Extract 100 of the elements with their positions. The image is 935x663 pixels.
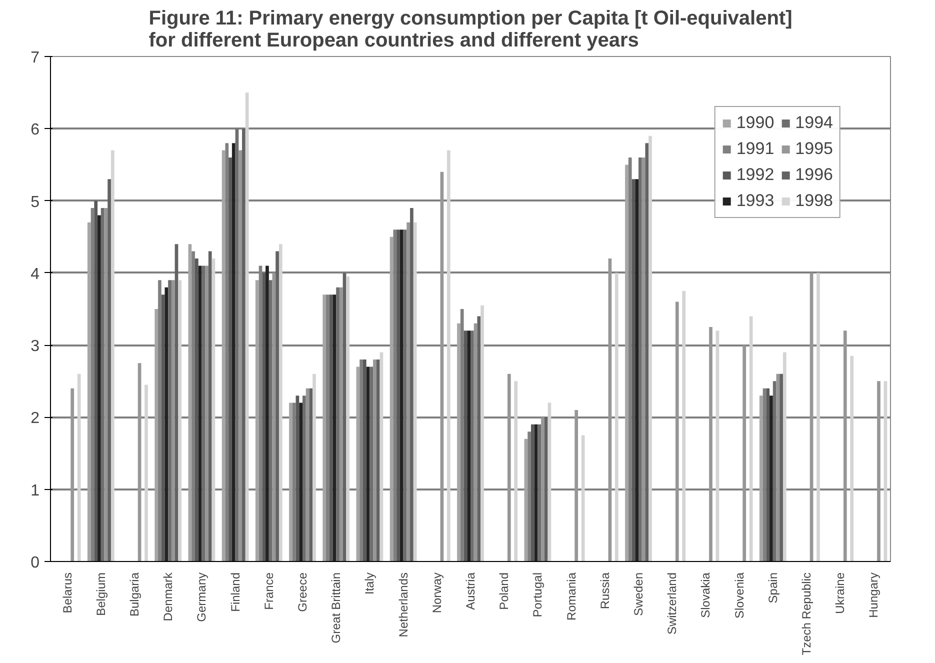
chart-title: Figure 11: Primary energy consumption per Capita [t Oil-equivalent] for different European countries and different years (148, 8, 792, 52)
bar (772, 381, 776, 562)
bar (850, 356, 854, 562)
bar (514, 381, 518, 562)
bar (467, 330, 470, 562)
bar (614, 272, 618, 562)
bar (205, 266, 208, 562)
bar (276, 251, 279, 562)
x-tick-label: Greece (296, 572, 310, 612)
bar (410, 208, 414, 562)
bar (110, 150, 114, 562)
x-tick-label: Belarus (60, 572, 74, 614)
bar (154, 309, 158, 562)
bar (309, 388, 313, 562)
bar (470, 330, 474, 562)
bar (232, 143, 236, 562)
bar (346, 276, 350, 562)
x-tick-label: Finland (228, 572, 242, 612)
legend-label: 1996 (795, 165, 833, 185)
bar (278, 244, 282, 562)
x-tick-label: Poland (497, 572, 512, 610)
bar (766, 388, 770, 562)
bar (108, 179, 111, 562)
bar (336, 287, 340, 562)
bar (780, 374, 783, 562)
bar (332, 294, 336, 562)
bar (373, 360, 376, 562)
y-tick-label: 2 (30, 410, 40, 428)
bar (339, 287, 343, 562)
bar (322, 294, 326, 562)
x-tick-label: Romania (564, 572, 578, 621)
bar (178, 280, 182, 562)
bar (292, 402, 296, 562)
bar (574, 410, 578, 562)
bar (242, 128, 246, 562)
bar (877, 381, 880, 562)
x-tick-label: Netherlands (396, 572, 410, 638)
bar (457, 323, 460, 562)
bar (302, 396, 306, 562)
bar (446, 150, 450, 562)
x-tick-label: Spain (766, 572, 780, 604)
bar (675, 302, 679, 562)
bar (816, 272, 820, 562)
y-tick-label: 0 (30, 554, 40, 572)
bar (400, 230, 404, 562)
x-tick-label: Norway (430, 572, 444, 614)
x-tick-label: Hungary (866, 572, 881, 618)
y-tick-label: 6 (30, 122, 40, 139)
x-tick-label: Germany (194, 572, 209, 622)
bar (507, 374, 511, 562)
bar (742, 345, 746, 562)
bar (843, 330, 847, 562)
bar (168, 280, 172, 562)
bar (393, 230, 397, 562)
legend-label: 1998 (795, 191, 833, 211)
bar (289, 402, 292, 562)
bar (635, 179, 638, 562)
bar (225, 143, 229, 562)
y-tick-label: 7 (30, 50, 40, 66)
x-tick-label: Belgium (94, 572, 108, 616)
x-tick-label: Russia (598, 572, 612, 610)
y-tick-label: 3 (30, 338, 40, 356)
bar (94, 200, 98, 562)
bar (645, 143, 649, 562)
y-tick-label: 5 (30, 194, 40, 211)
bar (100, 208, 104, 562)
x-tick-label: Great Brittain (329, 572, 344, 644)
x-tick-label: France (262, 572, 276, 610)
bar (238, 150, 242, 562)
legend-label: 1994 (795, 113, 833, 133)
bar (682, 290, 686, 562)
bar (396, 230, 400, 562)
legend-label: 1993 (736, 191, 774, 211)
x-tick-label: Tzech Republic (800, 572, 814, 656)
bar (171, 280, 175, 562)
y-tick-label: 4 (30, 266, 40, 283)
legend-label: 1990 (736, 113, 774, 133)
bar (480, 305, 484, 562)
bar (98, 215, 101, 562)
bar (70, 388, 74, 562)
bar (528, 432, 531, 562)
x-tick-label: Denmark (161, 572, 176, 622)
bar (362, 360, 366, 562)
bar (268, 280, 272, 562)
x-tick-label: Bulgaria (128, 572, 142, 617)
bar (648, 136, 652, 562)
bar (194, 258, 198, 562)
x-tick-label: Slovakia (698, 572, 713, 618)
bar (538, 424, 542, 562)
bar (144, 384, 148, 562)
x-tick-label: Sweden (632, 572, 646, 616)
bar (360, 360, 363, 562)
bar (460, 309, 464, 562)
x-tick-label: Italy (362, 572, 377, 595)
bar (406, 222, 410, 562)
bar (782, 352, 786, 562)
bar (376, 360, 380, 562)
bar (370, 366, 374, 562)
bar (541, 417, 544, 562)
x-tick-label: Austria (464, 572, 478, 610)
